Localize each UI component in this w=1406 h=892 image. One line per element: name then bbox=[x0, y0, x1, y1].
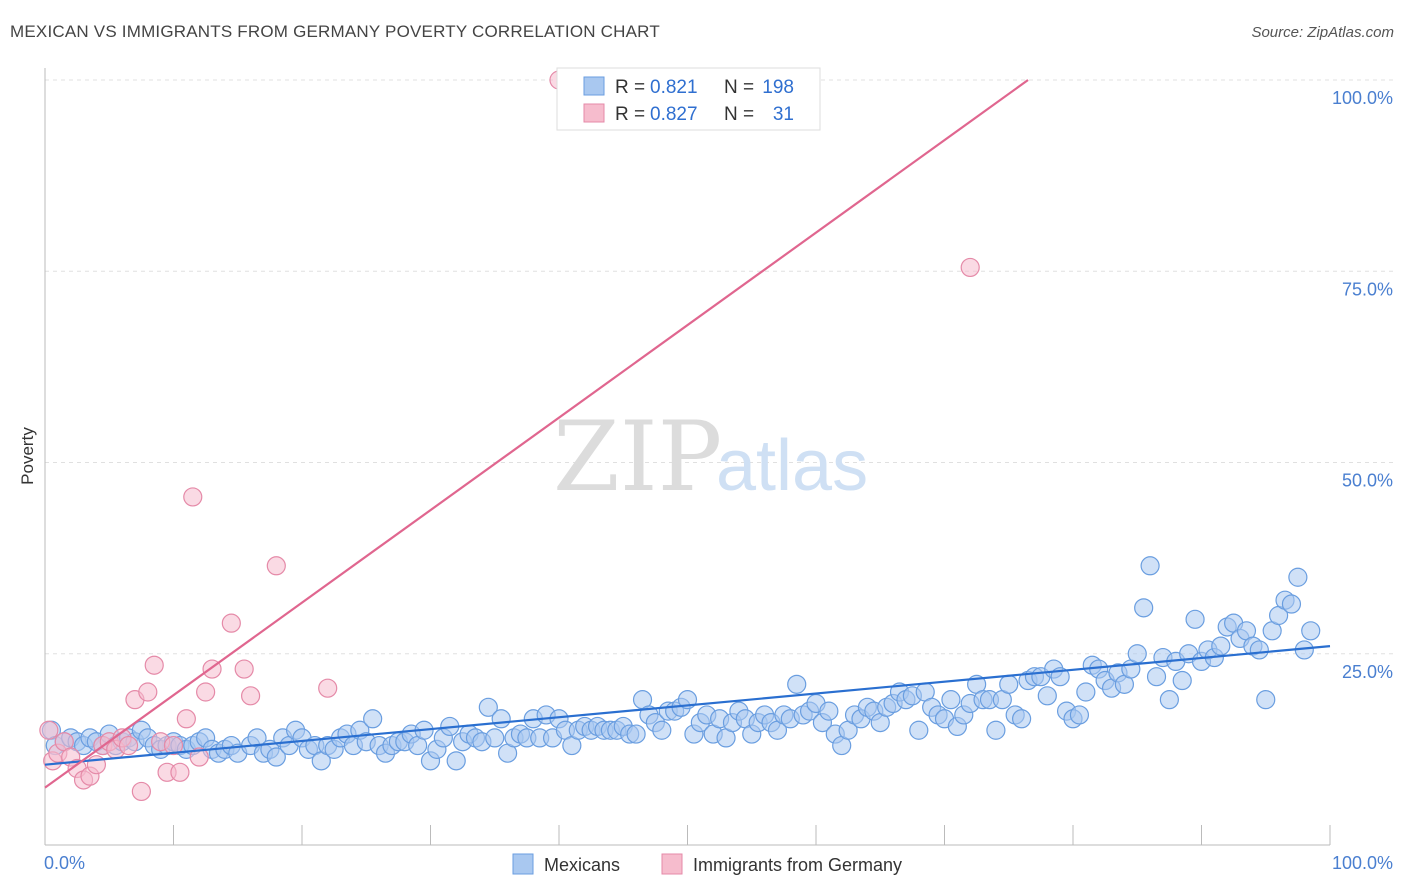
germany-point-24 bbox=[189, 747, 209, 767]
bottom-legend-label-mexicans: Mexicans bbox=[544, 855, 620, 875]
mexicans-point-192 bbox=[1281, 594, 1302, 614]
legend-r-label-2: R = bbox=[615, 104, 645, 125]
mexicans-point-90 bbox=[626, 724, 646, 744]
y-tick-label-100: 100.0% bbox=[1332, 88, 1393, 108]
mexicans-point-171 bbox=[1146, 667, 1167, 687]
germany-point-17 bbox=[144, 655, 164, 675]
legend-n-value-1: 198 bbox=[762, 77, 794, 98]
mexicans-point-115 bbox=[787, 674, 807, 694]
bottom-legend-swatch-mexicans bbox=[512, 853, 534, 875]
mexicans-point-62 bbox=[446, 751, 466, 771]
germany-point-0 bbox=[39, 720, 59, 740]
legend-r-value-1: 0.821 bbox=[650, 77, 698, 98]
mexicans-point-34 bbox=[266, 747, 286, 767]
mexicans-point-146 bbox=[986, 720, 1006, 740]
germany-point-13 bbox=[118, 735, 139, 756]
mexicans-point-173 bbox=[1159, 690, 1179, 710]
series-legend: Mexicans Immigrants from Germany bbox=[512, 853, 902, 875]
legend-n-value-2: 31 bbox=[773, 104, 794, 125]
y-tick-labels: 25.0% 50.0% 75.0% 100.0% bbox=[1332, 88, 1393, 682]
germany-point-21 bbox=[170, 762, 190, 782]
legend-r-label-1: R = bbox=[615, 77, 645, 98]
mexicans-point-160 bbox=[1076, 682, 1096, 702]
germany-point-25 bbox=[196, 682, 216, 702]
legend-n-label-1: N = bbox=[724, 77, 754, 98]
mexicans-point-170 bbox=[1140, 556, 1160, 576]
mexicans-point-187 bbox=[1249, 640, 1269, 660]
mexicans-point-134 bbox=[909, 720, 929, 740]
mexicans-point-195 bbox=[1301, 621, 1321, 641]
germany-point-16 bbox=[138, 682, 158, 702]
y-axis-label: Poverty bbox=[18, 427, 37, 485]
watermark-atlas: atlas bbox=[716, 426, 868, 506]
mexicans-point-69 bbox=[491, 709, 511, 729]
mexicans-point-175 bbox=[1172, 670, 1192, 691]
germany-point-15 bbox=[131, 781, 151, 802]
x-ticks bbox=[44, 825, 1331, 845]
legend-swatch-germany bbox=[583, 103, 605, 123]
x-tick-label-100: 100.0% bbox=[1332, 853, 1393, 873]
x-tick-label-0: 0.0% bbox=[44, 853, 85, 873]
germany-trend-line bbox=[44, 79, 1029, 789]
mexicans-point-120 bbox=[819, 701, 839, 721]
mexicans-point-139 bbox=[941, 690, 961, 710]
mexicans-point-193 bbox=[1288, 567, 1308, 587]
legend-n-label-2: N = bbox=[724, 104, 754, 125]
mexicans-point-177 bbox=[1185, 609, 1205, 629]
mexicans-point-150 bbox=[1011, 709, 1032, 729]
mexicans-trend-line bbox=[44, 645, 1331, 766]
germany-point-23 bbox=[183, 487, 203, 507]
mexicans-point-159 bbox=[1069, 705, 1090, 725]
bottom-legend-swatch-germany bbox=[661, 853, 683, 875]
mexicans-point-181 bbox=[1211, 636, 1231, 656]
stats-legend: R = 0.821 N = 198 R = 0.827 N = 31 bbox=[556, 67, 821, 131]
mexicans-point-154 bbox=[1037, 686, 1057, 706]
legend-r-value-2: 0.827 bbox=[650, 104, 698, 125]
series-mexicans-points bbox=[41, 556, 1321, 771]
germany-point-33 bbox=[960, 257, 980, 278]
bottom-legend-label-germany: Immigrants from Germany bbox=[693, 855, 902, 875]
mexicans-point-148 bbox=[999, 674, 1019, 694]
grid-lines bbox=[45, 79, 1395, 655]
y-tick-label-75: 75.0% bbox=[1342, 279, 1393, 299]
mexicans-point-168 bbox=[1127, 644, 1147, 664]
germany-point-31 bbox=[318, 678, 338, 698]
mexicans-point-49 bbox=[363, 709, 383, 729]
germany-point-28 bbox=[234, 659, 254, 679]
germany-point-30 bbox=[266, 556, 286, 576]
trend-lines bbox=[44, 79, 1331, 789]
germany-point-22 bbox=[176, 709, 196, 729]
legend-swatch-mexicans bbox=[583, 76, 605, 96]
mexicans-point-68 bbox=[485, 728, 505, 748]
germany-point-27 bbox=[221, 613, 241, 633]
source-label: Source: ZipAtlas.com bbox=[1251, 24, 1394, 41]
mexicans-point-188 bbox=[1256, 690, 1276, 710]
watermark-zip: ZIP bbox=[553, 401, 722, 513]
mexicans-point-67 bbox=[478, 697, 498, 717]
germany-point-29 bbox=[241, 686, 261, 706]
chart-title: MEXICAN VS IMMIGRANTS FROM GERMANY POVER… bbox=[10, 22, 660, 41]
y-tick-label-25: 25.0% bbox=[1342, 662, 1393, 682]
mexicans-point-169 bbox=[1134, 598, 1154, 618]
mexicans-point-94 bbox=[652, 720, 672, 740]
germany-point-20 bbox=[163, 735, 184, 756]
y-tick-label-50: 50.0% bbox=[1342, 471, 1393, 491]
